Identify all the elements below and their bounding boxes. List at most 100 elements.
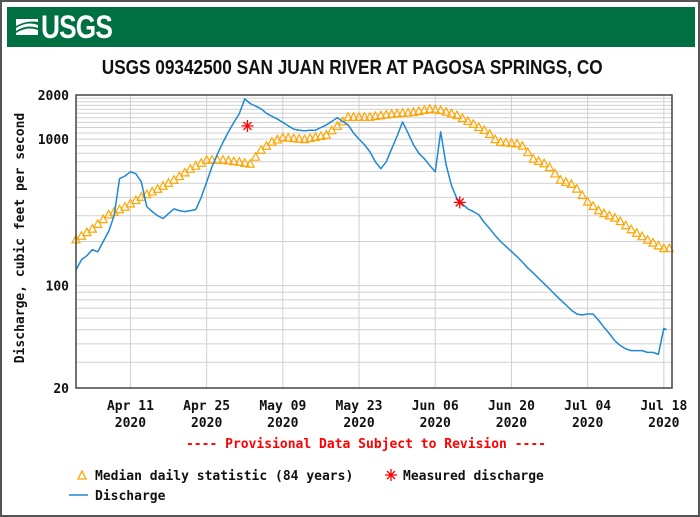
median-triangle-marker: [577, 189, 588, 200]
plot-frame: [75, 94, 673, 389]
median-triangle-marker: [560, 176, 571, 186]
median-triangle-marker: [217, 154, 228, 164]
median-triangle-marker: [495, 136, 506, 147]
x-tick-label: Apr 11: [107, 399, 154, 414]
usgs-banner: USGS: [7, 7, 695, 47]
median-triangle-marker: [424, 103, 435, 113]
legend-measured-label: Measured discharge: [403, 469, 544, 484]
median-triangle-marker: [326, 125, 337, 135]
y-axis-ticks: 2000 1000 100 20: [38, 89, 69, 397]
median-triangle-marker: [609, 212, 620, 222]
median-triangle-marker: [566, 178, 577, 189]
median-triangle-marker: [637, 230, 648, 241]
usgs-wave-icon: [16, 19, 38, 35]
median-triangle-marker: [403, 107, 414, 117]
median-triangle-marker: [245, 158, 256, 168]
legend-discharge-label: Discharge: [95, 489, 166, 504]
asterisk-stroke: [455, 197, 465, 207]
median-triangle-marker: [462, 115, 473, 126]
median-triangle-marker: [250, 151, 261, 161]
median-triangle-marker: [288, 132, 299, 143]
median-triangle-marker: [511, 138, 522, 148]
median-triangle-marker: [337, 116, 348, 126]
median-triangle-marker: [381, 109, 392, 119]
median-triangle-marker: [201, 154, 212, 164]
median-triangle-marker: [392, 108, 403, 118]
x-axis-ticks: Apr 11 2020 Apr 25 2020 May 09 2020 May 23 2020…: [107, 399, 688, 431]
median-triangle-marker: [294, 133, 305, 143]
median-triangle-marker: [92, 218, 103, 228]
x-tick-label: Jun 06: [412, 399, 459, 414]
median-triangle-marker: [593, 205, 604, 215]
median-triangle-marker: [239, 157, 250, 167]
median-triangle-marker: [386, 108, 397, 118]
x-tick-label: Jul 04: [564, 399, 611, 414]
y-tick-label: 100: [46, 280, 70, 295]
median-triangle-marker: [321, 129, 332, 139]
median-triangle-marker: [615, 215, 626, 226]
median-triangle-marker: [555, 174, 566, 184]
median-triangle-marker: [642, 234, 653, 244]
usgs-logo[interactable]: USGS: [15, 8, 128, 45]
plot-series: [71, 98, 675, 355]
median-triangle-marker: [533, 155, 544, 166]
measured-discharge-marker: [241, 119, 254, 132]
median-triangle-marker: [228, 155, 239, 166]
x-tick-year: 2020: [115, 416, 146, 431]
chart-title: USGS 09342500 SAN JUAN RIVER AT PAGOSA S…: [101, 57, 603, 79]
median-triangle-marker: [359, 111, 370, 121]
median-triangle-marker: [598, 207, 609, 218]
median-triangle-marker: [539, 157, 550, 168]
legend-median-label: Median daily statistic (84 years): [95, 469, 353, 484]
median-triangle-marker: [348, 111, 359, 121]
median-triangle-marker: [408, 106, 419, 117]
legend-asterisk-icon: [385, 469, 397, 481]
x-tick-year: 2020: [420, 416, 451, 431]
x-tick-label: Jul 18: [640, 399, 687, 414]
x-tick-year: 2020: [267, 416, 298, 431]
median-triangle-marker: [658, 242, 669, 253]
median-triangle-marker: [631, 227, 642, 237]
median-triangle-marker: [234, 156, 245, 166]
median-triangle-marker: [490, 133, 501, 144]
median-triangle-marker: [277, 131, 288, 142]
median-triangle-marker: [479, 124, 490, 135]
discharge-line: [75, 98, 667, 355]
median-triangle-marker: [343, 111, 354, 121]
median-triangle-marker: [305, 132, 316, 143]
y-tick-label: 1000: [38, 133, 69, 148]
median-triangle-marker: [413, 105, 424, 116]
median-triangle-marker: [604, 210, 615, 220]
median-triangle-marker: [500, 137, 511, 147]
median-triangle-marker: [452, 109, 463, 120]
asterisk-stroke: [242, 121, 252, 131]
median-triangle-marker: [397, 107, 408, 117]
median-triangle-marker: [528, 153, 539, 163]
median-triangle-marker: [620, 219, 631, 230]
legend-triangle-icon: [76, 469, 88, 480]
grid-lines: [76, 95, 672, 388]
x-tick-label: Jun 20: [488, 399, 535, 414]
median-triangle-marker: [375, 109, 386, 120]
median-triangle-marker: [364, 111, 375, 121]
usgs-logo-text: USGS: [41, 8, 113, 45]
median-triangle-marker: [582, 196, 593, 206]
y-tick-label: 2000: [38, 89, 69, 104]
median-triangle-marker: [299, 133, 310, 144]
y-axis-label: Discharge, cubic feet per second: [13, 113, 28, 363]
x-tick-label: May 09: [259, 399, 306, 414]
median-triangle-marker: [473, 121, 484, 132]
median-triangle-marker: [430, 104, 441, 114]
median-triangle-marker: [626, 224, 637, 234]
x-tick-year: 2020: [572, 416, 603, 431]
x-tick-label: Apr 25: [183, 399, 230, 414]
median-triangle-marker: [441, 106, 452, 116]
x-tick-year: 2020: [343, 416, 374, 431]
median-triangle-marker: [506, 137, 517, 148]
median-triangle-marker: [544, 161, 555, 172]
x-tick-year: 2020: [191, 416, 222, 431]
median-triangle-marker: [484, 128, 495, 139]
median-triangle-marker: [315, 130, 326, 140]
